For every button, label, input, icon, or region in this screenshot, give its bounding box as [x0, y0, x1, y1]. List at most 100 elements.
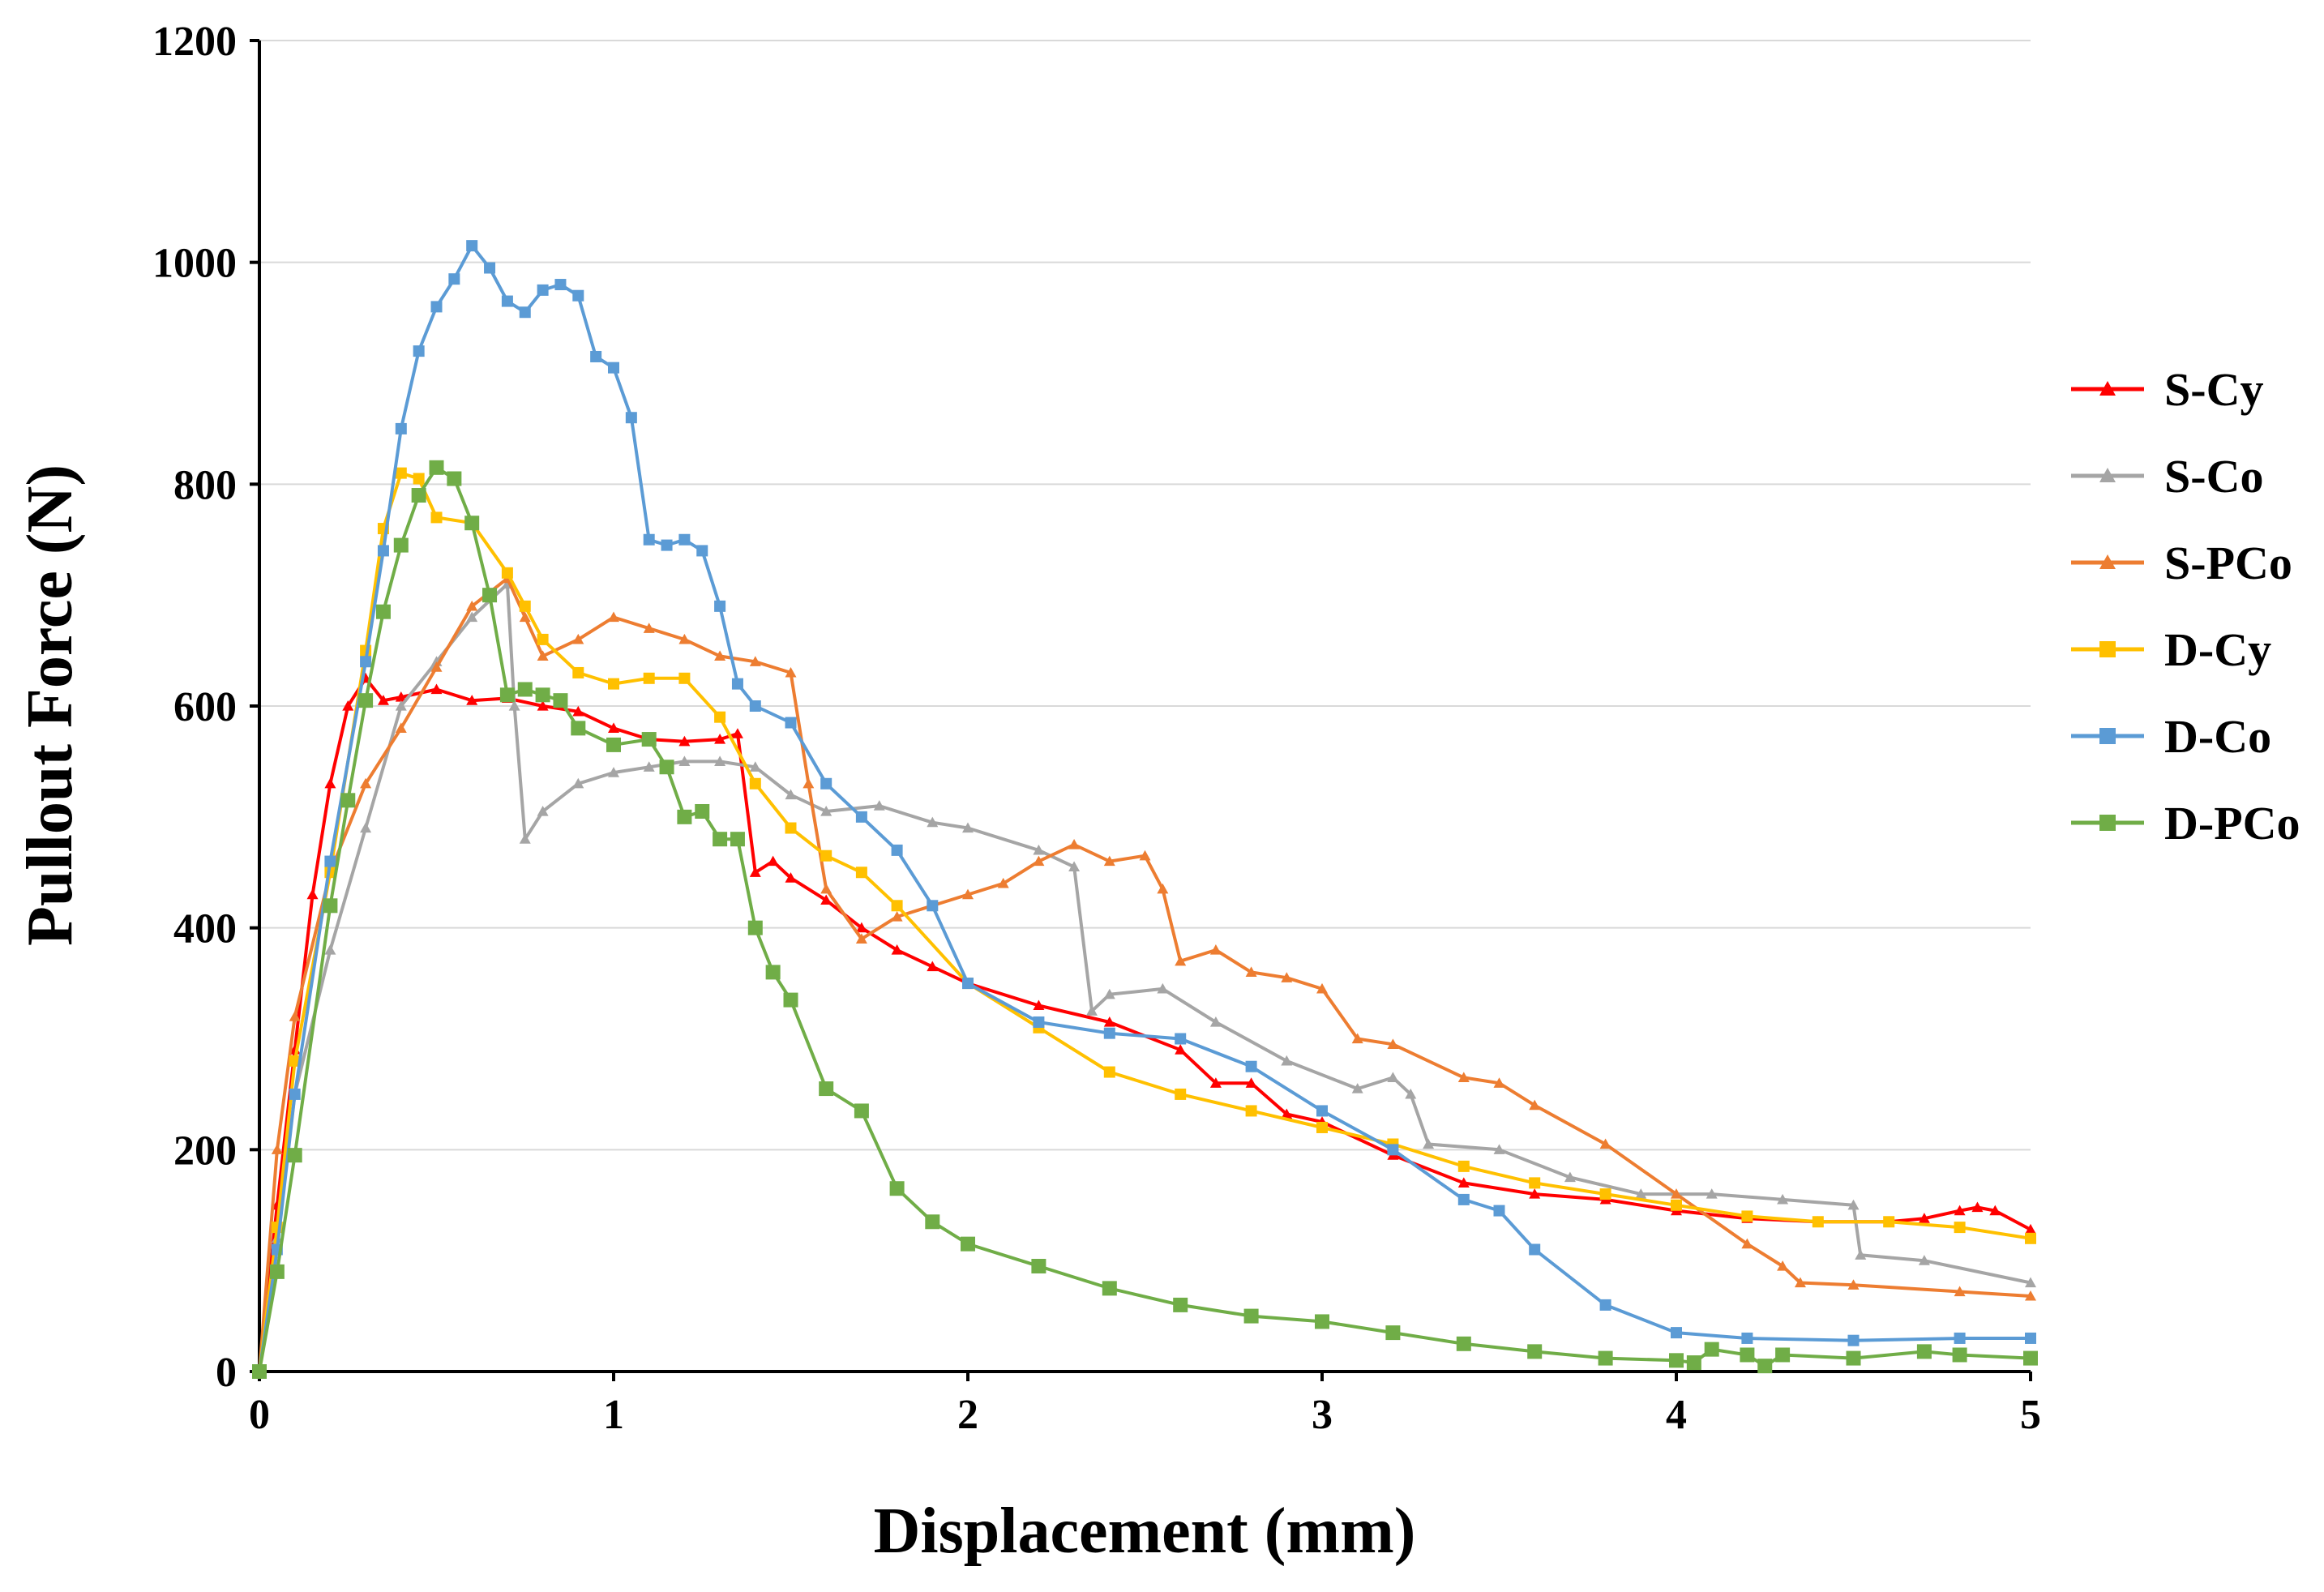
data-point-S-Co — [1103, 988, 1115, 999]
data-point-D-Co — [891, 844, 903, 856]
legend-marker — [2099, 468, 2116, 482]
data-point-S-Co — [466, 611, 478, 623]
data-point-S-PCo — [572, 633, 584, 644]
data-point-D-Cy — [1741, 1210, 1753, 1222]
legend-marker — [2099, 381, 2116, 396]
data-point-S-Cy — [306, 888, 319, 900]
data-point-S-Co — [643, 761, 655, 772]
legend-marker — [2099, 554, 2116, 569]
data-point-S-PCo — [360, 777, 372, 789]
data-point-D-Co — [714, 600, 726, 612]
data-point-D-Cy — [1812, 1216, 1824, 1228]
data-point-S-PCo — [289, 1011, 301, 1021]
data-point-D-Co — [1316, 1105, 1328, 1117]
data-point-S-PCo — [997, 877, 1009, 888]
data-point-S-Co — [1918, 1255, 1930, 1265]
data-point-D-PCo — [659, 760, 674, 775]
data-point-S-Co — [820, 805, 832, 816]
data-point-D-Cy — [1457, 1160, 1470, 1172]
data-point-D-Co — [962, 978, 974, 990]
data-point-D-Co — [696, 545, 708, 557]
data-point-D-PCo — [889, 1181, 905, 1196]
data-point-D-PCo — [1757, 1359, 1773, 1374]
data-point-S-PCo — [2025, 1290, 2036, 1301]
data-point-S-PCo — [395, 722, 407, 733]
data-point-D-PCo — [358, 693, 374, 708]
x-tick-label: 3 — [1312, 1392, 1333, 1438]
legend-label: D-PCo — [2164, 797, 2300, 849]
data-point-D-PCo — [1031, 1259, 1046, 1274]
data-point-D-PCo — [1315, 1314, 1329, 1329]
x-tick-label: 2 — [957, 1392, 978, 1438]
data-point-S-Co — [1564, 1171, 1576, 1183]
data-point-D-PCo — [1916, 1344, 1932, 1359]
data-point-S-PCo — [802, 777, 815, 789]
data-point-S-Co — [1493, 1144, 1505, 1154]
data-point-S-Co — [1387, 1072, 1399, 1082]
data-point-S-Cy — [891, 944, 903, 955]
data-point-D-Cy — [1599, 1188, 1611, 1200]
data-point-D-PCo — [1527, 1344, 1543, 1359]
legend-label: D-Cy — [2164, 623, 2271, 676]
legend-marker — [2099, 641, 2116, 657]
data-point-D-PCo — [747, 920, 763, 935]
data-point-D-Co — [608, 362, 619, 374]
series-D-Cy — [254, 467, 2036, 1377]
data-point-S-Co — [2025, 1277, 2036, 1288]
y-tick-labels: 0 200 400 600 800 1000 1200 — [152, 19, 259, 1396]
data-point-S-PCo — [1351, 1033, 1363, 1044]
data-point-D-Cy — [1175, 1088, 1187, 1100]
legend-label: S-PCo — [2164, 537, 2292, 589]
data-point-D-Cy — [1245, 1105, 1257, 1117]
data-point-D-Cy — [678, 672, 691, 684]
data-point-D-PCo — [961, 1236, 975, 1252]
data-point-D-Co — [324, 855, 336, 867]
data-point-S-PCo — [1068, 839, 1081, 849]
data-point-S-PCo — [1457, 1072, 1470, 1082]
data-point-D-Co — [643, 533, 655, 546]
data-point-D-PCo — [925, 1214, 940, 1230]
data-point-D-Co — [501, 295, 513, 307]
data-point-D-Co — [1741, 1332, 1753, 1344]
data-point-S-PCo — [537, 650, 549, 661]
data-point-D-Co — [360, 656, 372, 668]
legend-marker — [2099, 728, 2116, 744]
data-point-D-PCo — [2023, 1350, 2038, 1366]
data-point-S-Cy — [1971, 1201, 1984, 1213]
data-point-S-Cy — [1281, 1108, 1293, 1119]
data-point-S-PCo — [1493, 1077, 1505, 1088]
data-point-S-Co — [1855, 1249, 1867, 1260]
data-point-D-Cy — [855, 867, 867, 879]
data-point-S-PCo — [1529, 1099, 1541, 1111]
data-point-D-Co — [395, 422, 407, 434]
data-point-D-PCo — [411, 488, 426, 503]
gridlines — [259, 40, 2031, 1151]
data-point-D-PCo — [819, 1081, 834, 1097]
data-point-D-PCo — [1243, 1308, 1259, 1324]
data-point-S-Cy — [1033, 999, 1045, 1011]
data-point-D-PCo — [1952, 1347, 1967, 1363]
data-point-S-Co — [1847, 1199, 1860, 1210]
legend-label: D-Co — [2164, 710, 2271, 763]
data-point-D-PCo — [269, 1264, 285, 1279]
data-point-D-Cy — [749, 777, 761, 790]
data-point-S-Cy — [377, 695, 389, 705]
data-point-S-Cy — [537, 700, 549, 711]
data-point-S-Cy — [1175, 1044, 1187, 1055]
data-point-S-Cy — [767, 855, 779, 867]
x-tick-label: 1 — [603, 1392, 624, 1438]
data-point-D-PCo — [571, 721, 586, 736]
data-point-S-Co — [1068, 861, 1081, 872]
data-point-D-PCo — [553, 693, 568, 708]
data-point-D-PCo — [252, 1364, 267, 1379]
data-point-D-Co — [448, 273, 460, 285]
data-point-D-Co — [1529, 1243, 1541, 1256]
legend-marker — [2099, 815, 2116, 831]
data-point-D-PCo — [1173, 1297, 1188, 1312]
data-point-S-Co — [395, 700, 407, 711]
data-point-D-Co — [1599, 1299, 1611, 1311]
data-point-D-Cy — [395, 467, 407, 479]
data-point-D-Co — [1493, 1205, 1505, 1217]
data-point-S-Cy — [608, 722, 619, 733]
series-D-PCo — [252, 460, 2038, 1379]
